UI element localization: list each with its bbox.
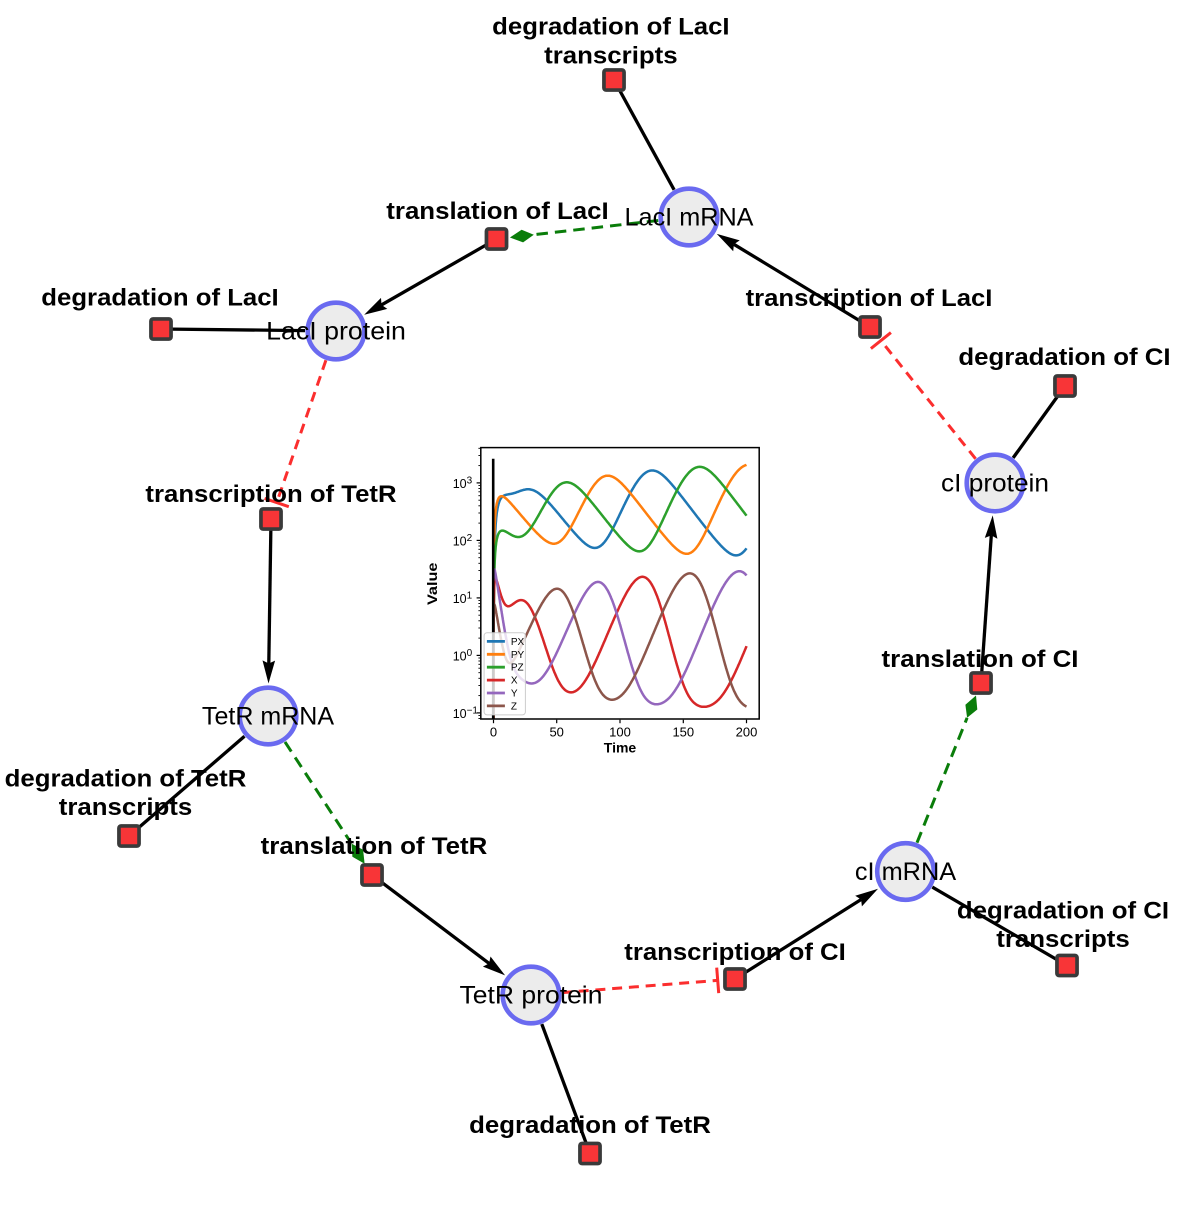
svg-text:transcripts: transcripts bbox=[544, 43, 678, 70]
svg-text:cI mRNA: cI mRNA bbox=[855, 858, 957, 886]
svg-text:X: X bbox=[511, 676, 518, 687]
svg-text:degradation of LacI: degradation of LacI bbox=[492, 14, 729, 41]
svg-text:transcription of CI: transcription of CI bbox=[624, 939, 846, 966]
svg-text:translation of LacI: translation of LacI bbox=[386, 198, 608, 225]
svg-text:transcription of TetR: transcription of TetR bbox=[145, 481, 396, 508]
svg-text:degradation of TetR: degradation of TetR bbox=[469, 1112, 711, 1139]
svg-text:Time: Time bbox=[604, 740, 637, 756]
svg-text:TetR protein: TetR protein bbox=[460, 982, 603, 1010]
svg-text:degradation of CI: degradation of CI bbox=[957, 898, 1169, 925]
svg-text:transcripts: transcripts bbox=[996, 926, 1130, 953]
svg-text:degradation of LacI: degradation of LacI bbox=[41, 285, 278, 312]
svg-text:100: 100 bbox=[609, 725, 631, 740]
svg-text:PX: PX bbox=[511, 637, 525, 648]
svg-text:Value: Value bbox=[424, 562, 440, 605]
svg-text:TetR mRNA: TetR mRNA bbox=[202, 703, 334, 731]
svg-text:Y: Y bbox=[511, 689, 518, 700]
svg-text:LacI mRNA: LacI mRNA bbox=[625, 204, 754, 232]
svg-text:degradation of CI: degradation of CI bbox=[958, 344, 1170, 371]
svg-text:transcription of LacI: transcription of LacI bbox=[746, 285, 993, 312]
svg-text:translation of CI: translation of CI bbox=[882, 646, 1079, 673]
svg-text:degradation of TetR: degradation of TetR bbox=[5, 766, 247, 793]
svg-text:transcripts: transcripts bbox=[59, 794, 193, 821]
svg-text:LacI protein: LacI protein bbox=[266, 318, 406, 346]
svg-text:PZ: PZ bbox=[511, 663, 524, 674]
svg-text:50: 50 bbox=[549, 725, 563, 740]
svg-text:0: 0 bbox=[490, 725, 497, 740]
svg-text:PY: PY bbox=[511, 650, 525, 661]
svg-text:150: 150 bbox=[672, 725, 694, 740]
svg-text:Z: Z bbox=[511, 701, 517, 712]
svg-text:cI protein: cI protein bbox=[941, 470, 1049, 498]
svg-text:200: 200 bbox=[736, 725, 758, 740]
svg-text:translation of TetR: translation of TetR bbox=[261, 833, 488, 860]
